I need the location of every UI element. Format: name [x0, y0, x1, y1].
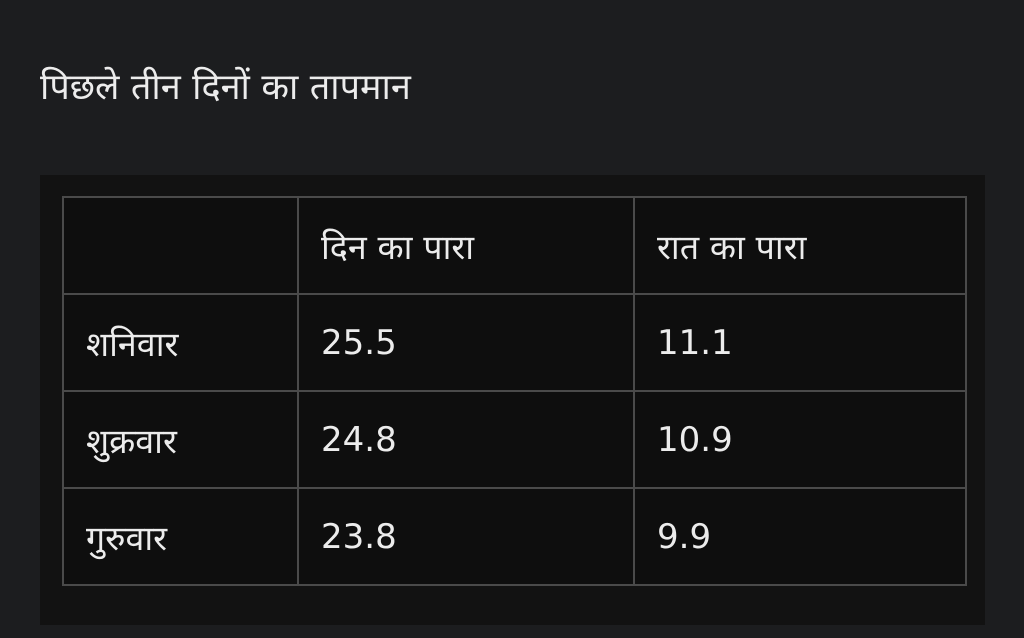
table-body: दिन का पारा रात का पारा शनिवार 25.5 11.1 शुक्… [62, 196, 967, 586]
table-row: शुक्रवार 24.8 10.9 [62, 390, 967, 489]
cell: 23.8 [297, 487, 635, 586]
row-label: शुक्रवार [62, 390, 299, 489]
cell: 10.9 [633, 390, 967, 489]
cell: 11.1 [633, 293, 967, 392]
row-label: गुरुवार [62, 487, 299, 586]
title: पिछले तीन दिनों का तापमान [40, 67, 411, 108]
cell: 25.5 [297, 293, 635, 392]
table-container: दिन का पारा रात का पारा शनिवार 25.5 11.1 शुक्… [40, 175, 985, 625]
row-label: शनिवार [62, 293, 299, 392]
table-row: गुरुवार 23.8 9.9 [62, 487, 967, 586]
cell: 24.8 [297, 390, 635, 489]
cell: 9.9 [633, 487, 967, 586]
header-row: दिन का पारा रात का पारा [62, 196, 967, 295]
corner-cell [62, 196, 299, 295]
table-row: शनिवार 25.5 11.1 [62, 293, 967, 392]
temperature-table: दिन का पारा रात का पारा शनिवार 25.5 11.1 शुक्… [62, 196, 967, 586]
header-cell: रात का पारा [633, 196, 967, 295]
header-cell: दिन का पारा [297, 196, 635, 295]
